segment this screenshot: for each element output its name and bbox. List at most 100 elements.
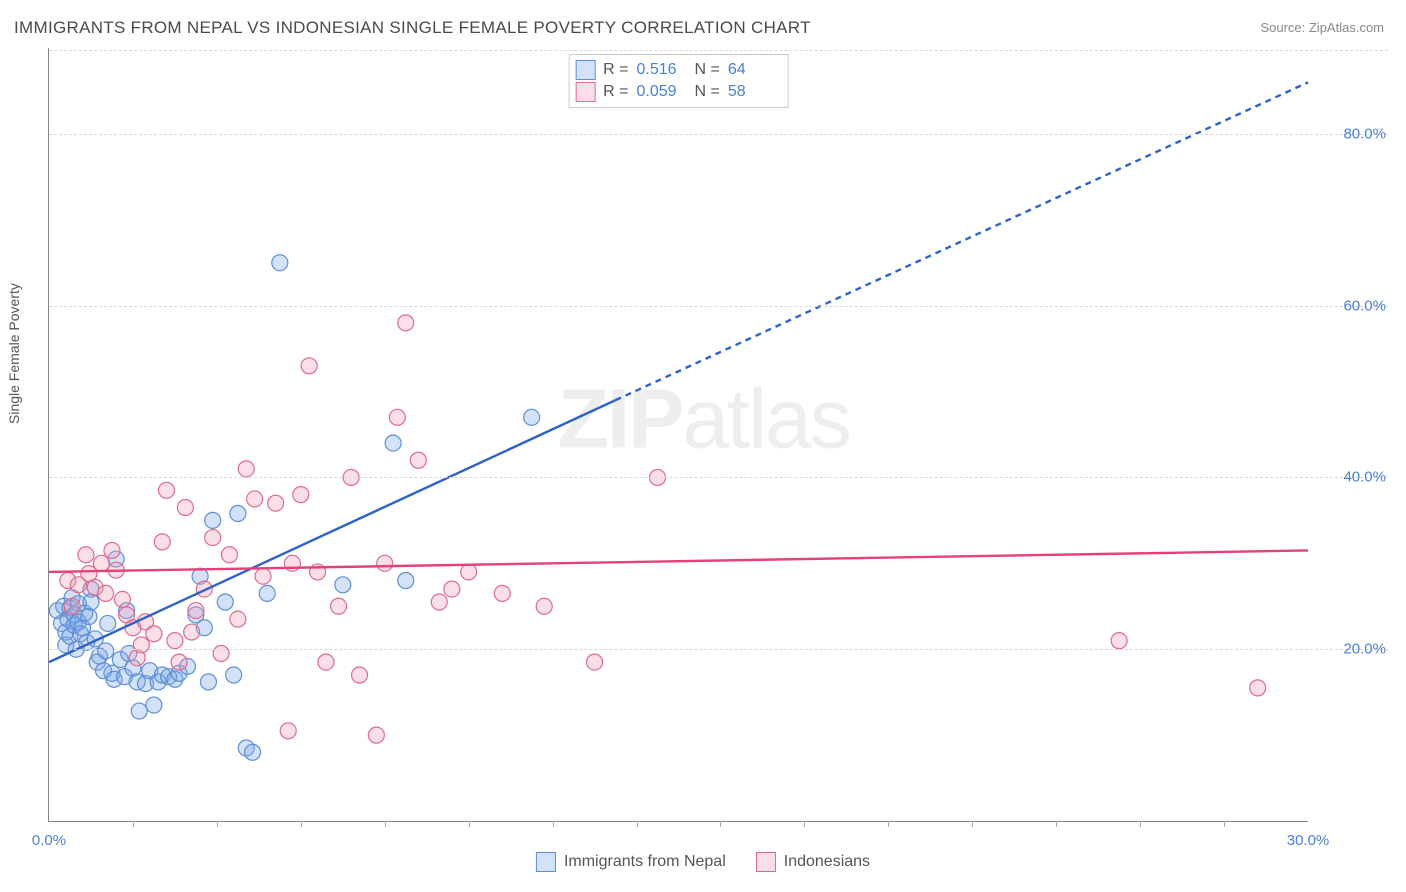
legend-item: Indonesians bbox=[756, 852, 870, 872]
data-point-indonesians bbox=[230, 611, 246, 627]
data-point-indonesians bbox=[318, 654, 334, 670]
y-tick-label: 40.0% bbox=[1343, 469, 1386, 486]
data-point-nepal bbox=[81, 609, 97, 625]
chart-container: IMMIGRANTS FROM NEPAL VS INDONESIAN SING… bbox=[0, 0, 1406, 892]
regression-line-ext-nepal bbox=[616, 82, 1308, 400]
data-point-indonesians bbox=[114, 591, 130, 607]
data-point-nepal bbox=[226, 667, 242, 683]
data-point-indonesians bbox=[188, 603, 204, 619]
regression-line-nepal bbox=[49, 400, 616, 662]
gridline-horizontal bbox=[49, 649, 1388, 650]
data-point-indonesians bbox=[205, 530, 221, 546]
data-point-indonesians bbox=[494, 585, 510, 601]
data-point-nepal bbox=[131, 703, 147, 719]
n-value: 58 bbox=[728, 83, 778, 101]
x-tick bbox=[637, 821, 638, 827]
data-point-nepal bbox=[98, 643, 114, 659]
data-point-nepal bbox=[217, 594, 233, 610]
r-label: R = bbox=[603, 61, 628, 79]
gridline-horizontal bbox=[49, 477, 1388, 478]
y-tick-label: 20.0% bbox=[1343, 641, 1386, 658]
y-tick-label: 60.0% bbox=[1343, 297, 1386, 314]
n-value: 64 bbox=[728, 61, 778, 79]
gridline-horizontal bbox=[49, 306, 1388, 307]
data-point-indonesians bbox=[461, 564, 477, 580]
x-tick bbox=[972, 821, 973, 827]
data-point-indonesians bbox=[352, 667, 368, 683]
x-tick bbox=[553, 821, 554, 827]
data-point-indonesians bbox=[268, 495, 284, 511]
x-tick bbox=[1224, 821, 1225, 827]
stats-legend: R =0.516N =64R =0.059N =58 bbox=[568, 54, 789, 108]
data-point-nepal bbox=[146, 697, 162, 713]
data-point-nepal bbox=[205, 512, 221, 528]
x-tick bbox=[1056, 821, 1057, 827]
data-point-nepal bbox=[100, 615, 116, 631]
data-point-nepal bbox=[335, 577, 351, 593]
x-tick bbox=[804, 821, 805, 827]
stats-row: R =0.059N =58 bbox=[575, 81, 778, 103]
data-point-indonesians bbox=[146, 626, 162, 642]
r-label: R = bbox=[603, 83, 628, 101]
legend-label: Immigrants from Nepal bbox=[564, 853, 726, 871]
x-tick bbox=[133, 821, 134, 827]
data-point-indonesians bbox=[410, 452, 426, 468]
r-value: 0.516 bbox=[637, 61, 687, 79]
legend-swatch bbox=[536, 852, 556, 872]
legend-swatch bbox=[575, 82, 595, 102]
data-point-nepal bbox=[245, 744, 261, 760]
data-point-indonesians bbox=[587, 654, 603, 670]
data-point-indonesians bbox=[431, 594, 447, 610]
data-point-indonesians bbox=[78, 547, 94, 563]
data-point-indonesians bbox=[184, 624, 200, 640]
data-point-nepal bbox=[230, 506, 246, 522]
data-point-indonesians bbox=[247, 491, 263, 507]
data-point-indonesians bbox=[280, 723, 296, 739]
plot-area: ZIPatlas R =0.516N =64R =0.059N =58 20.0… bbox=[48, 48, 1308, 822]
data-point-indonesians bbox=[221, 547, 237, 563]
data-point-indonesians bbox=[389, 409, 405, 425]
data-point-indonesians bbox=[133, 637, 149, 653]
x-tick bbox=[469, 821, 470, 827]
chart-title: IMMIGRANTS FROM NEPAL VS INDONESIAN SING… bbox=[14, 18, 811, 38]
data-point-indonesians bbox=[104, 542, 120, 558]
x-tick-label: 0.0% bbox=[32, 832, 66, 849]
data-point-indonesians bbox=[159, 482, 175, 498]
data-point-indonesians bbox=[213, 646, 229, 662]
data-point-nepal bbox=[524, 409, 540, 425]
data-point-indonesians bbox=[398, 315, 414, 331]
legend-swatch bbox=[575, 60, 595, 80]
data-point-nepal bbox=[398, 573, 414, 589]
x-tick bbox=[720, 821, 721, 827]
source-attribution: Source: ZipAtlas.com bbox=[1260, 20, 1384, 35]
data-point-indonesians bbox=[171, 654, 187, 670]
data-point-indonesians bbox=[301, 358, 317, 374]
r-value: 0.059 bbox=[637, 83, 687, 101]
data-point-indonesians bbox=[444, 581, 460, 597]
data-point-indonesians bbox=[293, 487, 309, 503]
legend-swatch bbox=[756, 852, 776, 872]
data-point-indonesians bbox=[368, 727, 384, 743]
data-point-nepal bbox=[83, 594, 99, 610]
n-label: N = bbox=[695, 61, 720, 79]
data-point-indonesians bbox=[255, 568, 271, 584]
legend-label: Indonesians bbox=[784, 853, 870, 871]
data-point-indonesians bbox=[154, 534, 170, 550]
data-point-indonesians bbox=[93, 555, 109, 571]
data-point-indonesians bbox=[536, 598, 552, 614]
data-point-indonesians bbox=[1111, 633, 1127, 649]
x-tick bbox=[888, 821, 889, 827]
data-point-indonesians bbox=[177, 500, 193, 516]
data-point-indonesians bbox=[167, 633, 183, 649]
series-legend: Immigrants from Nepal Indonesians bbox=[536, 852, 870, 872]
legend-item: Immigrants from Nepal bbox=[536, 852, 726, 872]
data-point-indonesians bbox=[331, 598, 347, 614]
chart-svg bbox=[49, 48, 1308, 821]
x-tick bbox=[385, 821, 386, 827]
data-point-indonesians bbox=[238, 461, 254, 477]
data-point-nepal bbox=[259, 585, 275, 601]
gridline-horizontal bbox=[49, 50, 1388, 51]
x-tick bbox=[1140, 821, 1141, 827]
data-point-nepal bbox=[272, 255, 288, 271]
y-axis-label: Single Female Poverty bbox=[6, 283, 22, 424]
